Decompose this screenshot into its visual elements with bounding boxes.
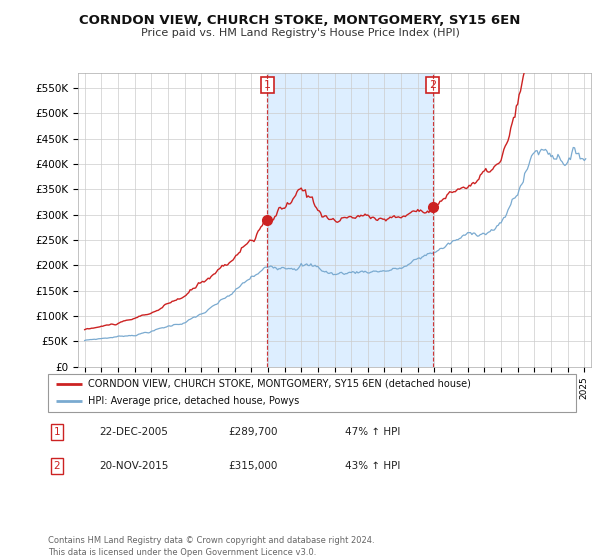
Text: 2: 2: [53, 461, 61, 471]
Text: HPI: Average price, detached house, Powys: HPI: Average price, detached house, Powy…: [88, 396, 299, 407]
Text: 22-DEC-2005: 22-DEC-2005: [99, 427, 168, 437]
Text: £315,000: £315,000: [228, 461, 277, 471]
Text: CORNDON VIEW, CHURCH STOKE, MONTGOMERY, SY15 6EN (detached house): CORNDON VIEW, CHURCH STOKE, MONTGOMERY, …: [88, 379, 470, 389]
Text: Contains HM Land Registry data © Crown copyright and database right 2024.
This d: Contains HM Land Registry data © Crown c…: [48, 536, 374, 557]
Text: 2: 2: [429, 80, 436, 90]
Text: £289,700: £289,700: [228, 427, 277, 437]
FancyBboxPatch shape: [48, 374, 576, 412]
Text: 47% ↑ HPI: 47% ↑ HPI: [345, 427, 400, 437]
Text: 1: 1: [264, 80, 271, 90]
Text: 43% ↑ HPI: 43% ↑ HPI: [345, 461, 400, 471]
Bar: [268, 73, 433, 367]
Text: 1: 1: [53, 427, 61, 437]
Text: 20-NOV-2015: 20-NOV-2015: [99, 461, 169, 471]
Text: Price paid vs. HM Land Registry's House Price Index (HPI): Price paid vs. HM Land Registry's House …: [140, 28, 460, 38]
Text: CORNDON VIEW, CHURCH STOKE, MONTGOMERY, SY15 6EN: CORNDON VIEW, CHURCH STOKE, MONTGOMERY, …: [79, 14, 521, 27]
